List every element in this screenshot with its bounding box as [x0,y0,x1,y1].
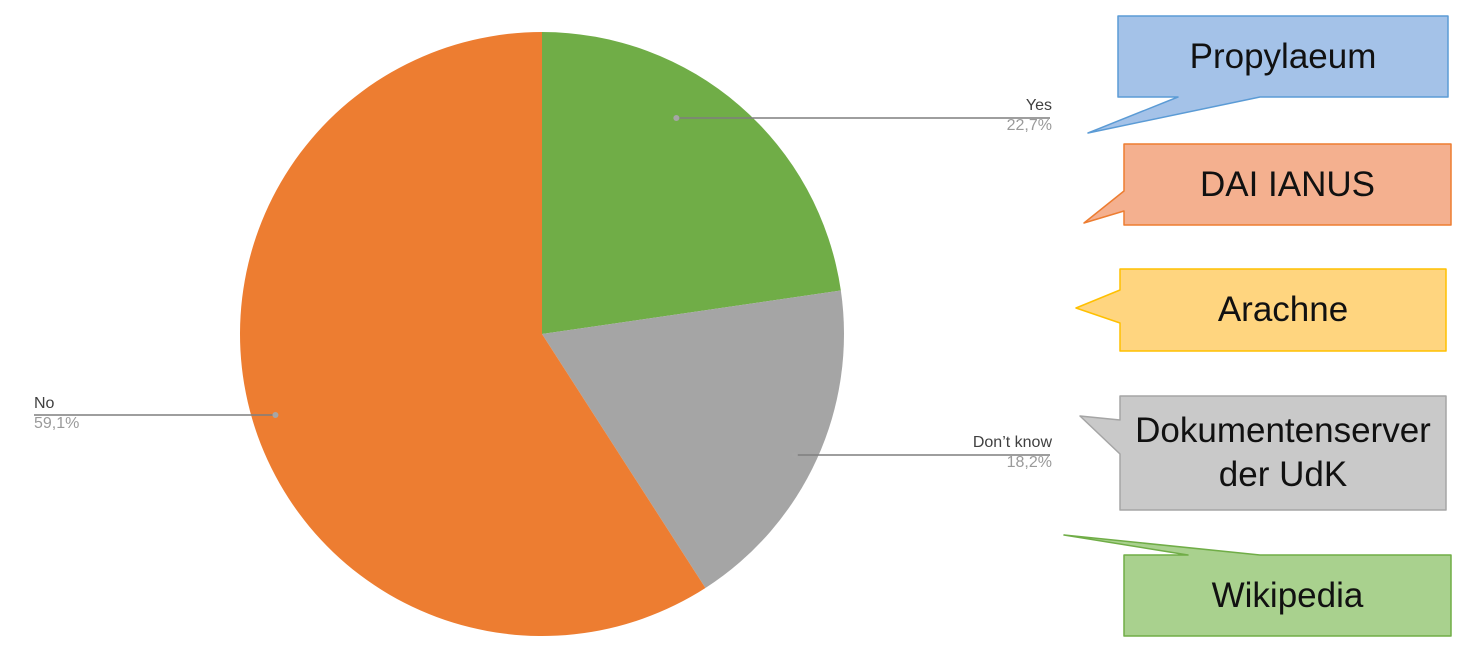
leader-line-no-dot [272,412,279,418]
data-label-category: Yes [1025,97,1052,114]
data-label-percent: 18,2% [1006,454,1052,471]
callout-shape-arachne [1075,268,1447,352]
data-label-no: No 59,1% [34,394,154,434]
pie-slices [240,32,844,636]
callout-shape-dokumentenserver [1079,395,1447,511]
callout-shape-wikipedia [1063,534,1452,637]
callout-dai-ianus: DAI IANUS [1199,164,1376,204]
leader-line-dont-know-dot [791,452,798,458]
data-label-category: No [34,395,55,412]
data-label-yes: Yes 22,7% [960,96,1052,136]
data-label-percent: 22,7% [1006,117,1052,134]
callout-shape-propylaeum [1087,15,1449,134]
data-label-dont-know: Don’t know 18,2% [930,433,1052,473]
callout-shape-dai-ianus [1083,143,1452,226]
data-label-category: Don’t know [972,434,1052,451]
pie-slice-no [240,32,706,636]
callout-propylaeum: Propylaeum [1189,36,1377,76]
callout-dokumentenserver: Dokumentenserver der UdK [1135,411,1431,494]
pie-slice-dont-know [542,290,844,588]
leader-line-yes-dot [673,115,680,121]
leader-lines [34,115,1050,458]
callout-arachne: Arachne [1217,290,1349,329]
callout-shapes [1063,15,1452,637]
callout-wikipedia: Wikipedia [1211,575,1364,615]
pie-slice-yes [542,32,841,334]
data-label-percent: 59,1% [34,415,80,432]
